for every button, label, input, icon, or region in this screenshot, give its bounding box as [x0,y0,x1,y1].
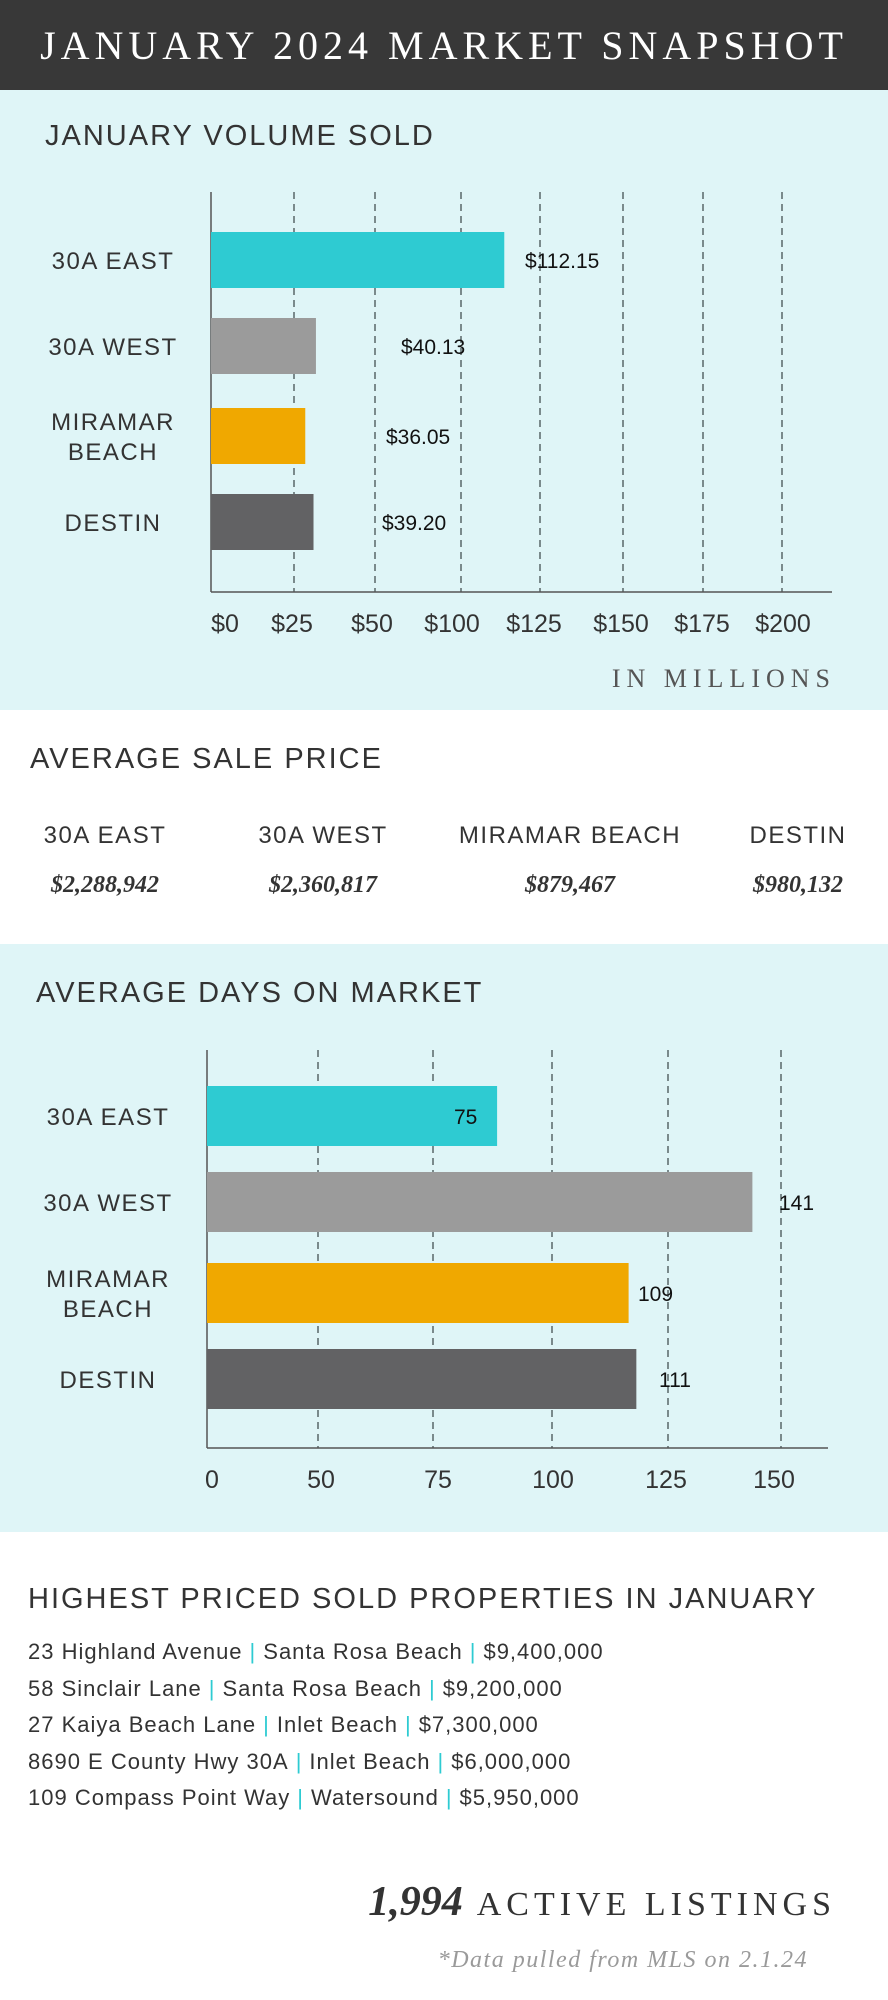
tick-label: 0 [205,1466,219,1494]
tick-label: $200 [755,610,811,638]
data-label: $36.05 [386,426,450,449]
property-address: 8690 E County Hwy 30A [28,1748,289,1774]
bar [207,1086,498,1146]
avg-region-label: 30A WEST [258,822,388,849]
avg-price-title: AVERAGE SALE PRICE [30,743,383,775]
tick-label: $50 [351,610,393,638]
data-label: 109 [638,1283,673,1306]
avg-price-value: $2,360,817 [269,872,377,898]
properties-title: HIGHEST PRICED SOLD PROPERTIES IN JANUAR… [28,1583,818,1615]
avg-region-label: 30A EAST [43,822,167,849]
category-label: 30A WEST [48,334,177,361]
active-count: 1,994 [368,1879,463,1925]
property-address: 23 Highland Avenue [28,1639,243,1664]
category-label: 30A EAST [52,248,175,275]
bar [211,408,306,464]
property-price: $5,950,000 [459,1785,580,1810]
data-label: 141 [779,1192,814,1215]
footnote: *Data pulled from MLS on 2.1.24 [437,1947,808,1973]
properties-list: 23 Highland Avenue | Santa Rosa Beach | $9,4… [28,1634,604,1817]
data-label: $39.20 [382,512,446,535]
bar [207,1263,629,1323]
category-label: MIRAMAR [51,409,175,436]
category-label: DESTIN [64,510,161,537]
property-area: Santa Rosa Beach [263,1639,463,1664]
property-address: 27 Kaiya Beach Lane [28,1712,257,1737]
data-label: $112.15 [525,250,599,273]
category-label: 30A WEST [43,1190,172,1217]
avg-price-value: $2,288,942 [51,872,159,898]
avg-price-value: $879,467 [525,872,615,898]
property-area: Watersound [311,1785,439,1810]
bar [211,232,505,288]
property-price: $9,400,000 [483,1639,604,1664]
property-price: $6,000,000 [451,1748,572,1774]
unit-label: IN MILLIONS [611,664,836,693]
property-area: Inlet Beach [276,1712,398,1737]
bar [207,1172,753,1232]
volume-section [0,90,888,710]
property-area: Santa Rosa Beach [222,1675,422,1701]
volume-chart: 30A EAST $112.15 30A WEST $40.13 MIRAMAR BEAC… [48,192,832,638]
property-row: 109 Compass Point Way | Watersound | $5,950,… [28,1785,580,1810]
data-label: $40.13 [401,336,465,359]
tick-label: 100 [532,1466,574,1494]
bar [207,1349,637,1409]
tick-label: $150 [593,610,649,638]
category-label: 30A EAST [47,1104,170,1131]
data-label: 111 [659,1369,691,1392]
tick-label: $0 [211,610,239,638]
tick-label: 125 [645,1466,687,1494]
tick-label: $100 [424,610,480,638]
property-price: $9,200,000 [442,1675,563,1701]
category-label: DESTIN [59,1367,156,1394]
property-row: 58 Sinclair Lane | Santa Rosa Beach | $9,200… [28,1675,563,1701]
volume-title: JANUARY VOLUME SOLD [45,120,435,152]
tick-label: 50 [307,1466,335,1494]
tick-label: 150 [753,1466,795,1494]
property-area: Inlet Beach [309,1748,431,1774]
header-banner: JANUARY 2024 MARKET SNAPSHOT [0,0,888,90]
bar [211,318,316,374]
property-row: 23 Highland Avenue | Santa Rosa Beach | $9,4… [28,1639,604,1664]
property-row: 27 Kaiya Beach Lane | Inlet Beach | $7,300,0… [28,1712,539,1737]
bar [211,494,314,550]
days-title: AVERAGE DAYS ON MARKET [36,977,484,1009]
tick-label: 75 [424,1466,452,1494]
tick-label: $125 [506,610,562,638]
tick-label: $175 [674,610,730,638]
property-address: 58 Sinclair Lane [28,1675,202,1701]
tick-label: $25 [271,610,313,638]
days-chart: 30A EAST 75 30A WEST 141 MIRAMAR BEACH 109 DEST… [43,1050,828,1494]
days-section [0,944,888,1532]
avg-region-label: MIRAMAR BEACH [458,822,682,849]
avg-region-label: DESTIN [749,822,847,849]
active-listings: 1,994 ACTIVE LISTINGS [368,1878,836,1926]
property-row: 8690 E County Hwy 30A | Inlet Beach | $6,000… [28,1748,572,1774]
category-label: BEACH [68,439,158,466]
page-title: JANUARY 2024 MARKET SNAPSHOT [40,22,848,68]
category-label: BEACH [63,1296,153,1323]
active-label: ACTIVE LISTINGS [476,1886,836,1923]
category-label: MIRAMAR [46,1266,170,1293]
avg-price-value: $980,132 [753,872,843,898]
data-label: 75 [454,1106,477,1129]
property-price: $7,300,000 [418,1712,539,1737]
property-address: 109 Compass Point Way [28,1785,291,1810]
